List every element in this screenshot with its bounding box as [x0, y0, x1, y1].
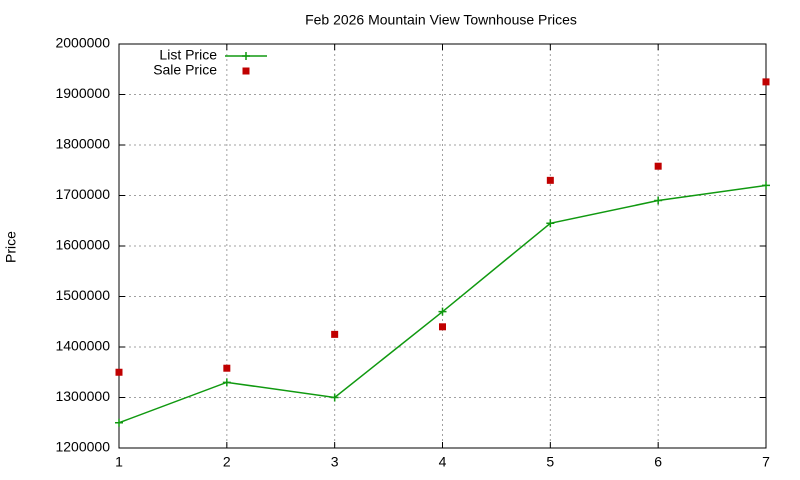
- data-point: [115, 418, 123, 427]
- plot-border: [118, 43, 767, 449]
- legend-marker: [242, 52, 250, 60]
- y-tick-label: 1300000: [55, 388, 110, 404]
- x-tick-label: 4: [439, 454, 447, 470]
- y-tick-label: 1600000: [55, 237, 110, 253]
- y-tick-label: 1500000: [55, 287, 110, 303]
- data-point: [654, 196, 663, 205]
- data-point: [438, 307, 447, 316]
- y-tick-label: 2000000: [55, 35, 110, 51]
- legend-label: List Price: [159, 47, 217, 63]
- data-point: [654, 162, 662, 170]
- data-point: [762, 78, 770, 86]
- data-point: [546, 176, 554, 184]
- x-tick-label: 6: [654, 454, 662, 470]
- data-point: [762, 181, 770, 190]
- y-tick-label: 1200000: [55, 439, 110, 455]
- y-tick-label: 1400000: [55, 338, 110, 354]
- legend-label: Sale Price: [153, 62, 217, 78]
- x-tick-label: 7: [762, 454, 770, 470]
- data-point: [223, 364, 231, 372]
- data-point: [439, 323, 446, 331]
- y-tick-label: 1700000: [55, 186, 110, 202]
- y-tick-label: 1800000: [55, 136, 110, 152]
- legend-marker: [242, 67, 250, 75]
- data-point: [115, 368, 123, 376]
- data-point: [330, 393, 339, 402]
- x-tick-label: 3: [331, 454, 339, 470]
- y-axis-label: Price: [3, 231, 19, 263]
- x-tick-label: 1: [115, 454, 123, 470]
- data-point: [222, 378, 231, 387]
- y-tick-label: 1900000: [55, 85, 110, 101]
- data-point: [546, 219, 555, 228]
- data-point: [331, 330, 339, 338]
- chart-title: Feb 2026 Mountain View Townhouse Prices: [305, 12, 577, 28]
- x-tick-label: 5: [546, 454, 554, 470]
- x-tick-label: 2: [223, 454, 231, 470]
